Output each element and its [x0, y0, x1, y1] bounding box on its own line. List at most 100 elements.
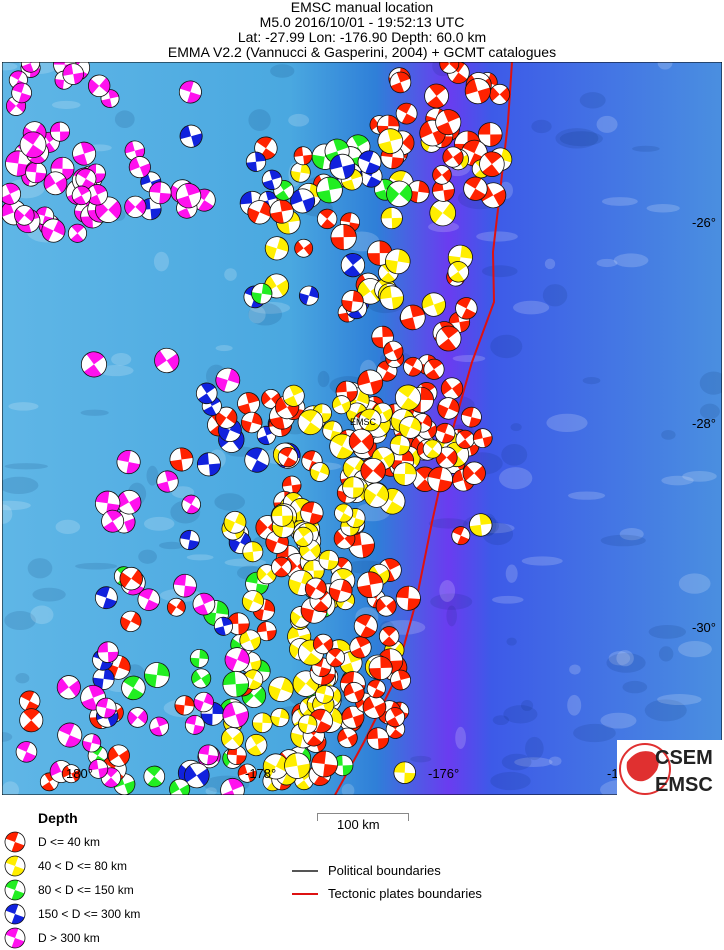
relief-feature [341, 783, 355, 795]
focal-mechanism-beachball [120, 610, 142, 633]
focal-mechanism-beachball [193, 691, 214, 713]
focal-mechanism-beachball [349, 636, 372, 659]
focal-mechanism-beachball [360, 457, 386, 484]
focal-mechanism-beachball [429, 199, 457, 227]
focal-mechanism-beachball [247, 200, 272, 225]
focal-mechanism-beachball [293, 526, 314, 547]
relief-feature [452, 355, 486, 362]
focal-mechanism-beachball [455, 297, 478, 320]
focal-mechanism-beachball [377, 128, 404, 154]
relief-feature [492, 595, 524, 604]
focal-mechanism-beachball [455, 429, 475, 450]
focal-mechanism-beachball [421, 292, 446, 317]
focal-mechanism-beachball [264, 236, 289, 261]
focal-mechanism-beachball [398, 416, 422, 439]
focal-mechanism-beachball [393, 462, 417, 486]
focal-mechanism-beachball [50, 121, 71, 142]
focal-mechanism-beachball [2, 182, 22, 205]
relief-feature [111, 353, 132, 366]
focal-mechanism-beachball [316, 176, 343, 204]
relief-feature [215, 345, 233, 352]
scale-label: 100 km [337, 817, 380, 832]
focal-mechanism-beachball [434, 422, 456, 444]
focal-mechanism-beachball [179, 529, 200, 551]
event-info: M5.0 2016/10/01 - 19:52:13 UTC [259, 14, 465, 30]
focal-mechanism-beachball [383, 340, 404, 362]
relief-feature [569, 664, 581, 675]
focal-mechanism-beachball [432, 179, 455, 202]
focal-mechanism-beachball [400, 304, 426, 331]
focal-mechanism-beachball [437, 397, 460, 420]
focal-mechanism-beachball [380, 207, 403, 230]
relief-feature [682, 470, 717, 482]
focal-mechanism-beachball [124, 195, 147, 218]
catalogue-source: EMMA V2.2 (Vannucci & Gasperini, 2004) +… [167, 44, 557, 60]
focal-mechanism-beachball [294, 238, 314, 258]
focal-mechanism-beachball [189, 648, 209, 668]
focal-mechanism-beachball [357, 369, 384, 396]
focal-mechanism-beachball [256, 621, 277, 642]
focal-mechanism-beachball [137, 588, 161, 611]
relief-feature [506, 637, 517, 646]
focal-mechanism-beachball [389, 434, 411, 456]
focal-mechanism-beachball [337, 727, 358, 749]
focal-mechanism-beachball [173, 573, 197, 598]
relief-feature [143, 516, 175, 531]
relief-feature [555, 128, 599, 149]
focal-mechanism-beachball [304, 577, 327, 600]
focal-mechanism-beachball [11, 82, 32, 104]
focal-mechanism-beachball [107, 744, 130, 767]
relief-feature [455, 726, 466, 750]
relief-feature [661, 430, 676, 440]
legend-political-boundaries: Political boundaries [292, 863, 441, 878]
event-location: Lat: -27.99 Lon: -176.90 Depth: 60.0 km [237, 29, 487, 45]
focal-mechanism-beachball [95, 697, 117, 719]
legend-item: D > 300 km [4, 926, 100, 950]
legend-beachball [4, 879, 26, 901]
focal-mechanism-beachball [368, 656, 393, 681]
epicenter-beachball [358, 408, 382, 432]
relief-feature [224, 268, 237, 281]
relief-feature [546, 413, 588, 433]
seafloor-relief [2, 62, 722, 795]
focal-mechanism-beachball [226, 612, 250, 636]
focal-mechanism-beachball [15, 741, 38, 763]
relief-feature [644, 699, 687, 722]
beachball-icon [4, 879, 26, 901]
focal-mechanism-beachball [442, 146, 464, 168]
focal-mechanism-beachball [379, 285, 404, 310]
relief-feature [4, 463, 48, 470]
relief-feature [153, 251, 169, 272]
focal-mechanism-beachball [169, 447, 194, 472]
focal-mechanism-beachball [261, 169, 283, 191]
focal-mechanism-beachball [389, 71, 412, 94]
focal-mechanism-beachball [293, 146, 313, 166]
focal-mechanism-beachball [329, 153, 356, 180]
relief-feature [32, 587, 66, 602]
legend-item: 150 < D <= 300 km [4, 902, 140, 926]
focal-mechanism-beachball [184, 714, 205, 735]
relief-feature [521, 556, 563, 566]
focal-mechanism-beachball [80, 351, 107, 378]
relief-feature [2, 781, 20, 795]
focal-mechanism-beachball [268, 676, 294, 703]
focal-mechanism-beachball [386, 180, 413, 208]
relief-feature [513, 300, 550, 315]
relief-feature [446, 605, 457, 627]
focal-mechanism-beachball [284, 752, 311, 779]
focal-mechanism-beachball [67, 223, 88, 243]
focal-mechanism-beachball [221, 727, 244, 750]
relief-feature [15, 673, 30, 684]
legend-tectonic-boundaries: Tectonic plates boundaries [292, 886, 482, 901]
relief-feature [270, 64, 295, 78]
relief-feature [521, 700, 534, 711]
relief-feature [648, 624, 687, 639]
relief-feature [501, 753, 532, 771]
focal-mechanism-beachball [341, 705, 365, 729]
relief-feature [600, 534, 646, 547]
focal-mechanism-beachball [298, 714, 318, 734]
legend-item: 40 < D <= 80 km [4, 854, 127, 878]
focal-mechanism-beachball [196, 452, 221, 477]
relief-feature [114, 110, 135, 129]
focal-mechanism-beachball [375, 595, 397, 617]
